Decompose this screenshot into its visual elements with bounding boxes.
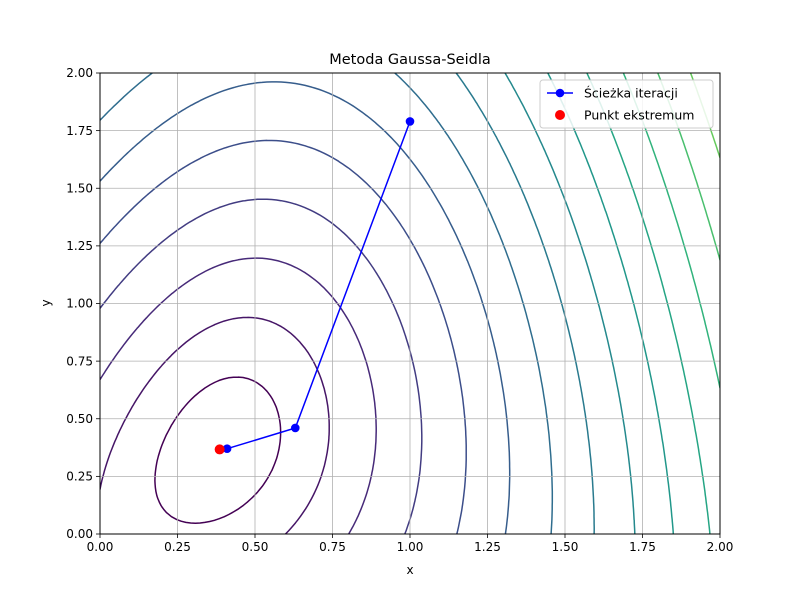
contour-line <box>455 73 595 534</box>
x-tick-label: 2.00 <box>707 540 734 554</box>
y-tick-label: 0.00 <box>66 527 93 541</box>
contour-line <box>100 81 511 534</box>
legend: Ścieżka iteracji Punkt ekstremum <box>539 79 714 129</box>
extremum-point <box>214 444 225 455</box>
y-tick-label: 0.75 <box>66 354 93 368</box>
x-tick-label: 1.75 <box>629 540 656 554</box>
legend-label-extremum: Punkt ekstremum <box>584 108 694 123</box>
x-axis-label: x <box>406 563 413 577</box>
legend-label-path: Ścieżka iteracji <box>584 86 678 101</box>
y-tick-label: 2.00 <box>66 66 93 80</box>
y-axis-label: y <box>39 299 53 306</box>
y-tick-label: 0.50 <box>66 412 93 426</box>
x-tick-label: 0.00 <box>87 540 114 554</box>
x-tick-label: 0.50 <box>242 540 269 554</box>
iteration-point <box>222 444 232 454</box>
y-tick-label: 1.00 <box>66 297 93 311</box>
x-tick-label: 1.50 <box>552 540 579 554</box>
y-tick-label: 0.25 <box>66 470 93 484</box>
y-tick-label: 1.25 <box>66 239 93 253</box>
legend-path-marker <box>555 88 565 98</box>
y-tick-label: 1.75 <box>66 124 93 138</box>
iteration-point <box>405 117 415 126</box>
x-tick-label: 0.75 <box>319 540 346 554</box>
axis-ticks: 0.00 0.25 0.50 0.75 1.00 1.25 1.50 1.75 2.00 0.00… <box>66 66 733 554</box>
series-layer <box>214 117 415 455</box>
contour-line <box>100 73 554 534</box>
chart-title: Metoda Gaussa-Seidla <box>329 52 491 68</box>
iteration-point <box>291 423 300 433</box>
x-tick-label: 1.00 <box>397 540 424 554</box>
legend-box <box>539 79 714 129</box>
x-tick-label: 1.25 <box>474 540 501 554</box>
legend-extremum-marker <box>555 110 565 120</box>
contour-line <box>100 257 377 534</box>
x-tick-label: 0.25 <box>164 540 191 554</box>
y-tick-label: 1.50 <box>66 181 93 195</box>
